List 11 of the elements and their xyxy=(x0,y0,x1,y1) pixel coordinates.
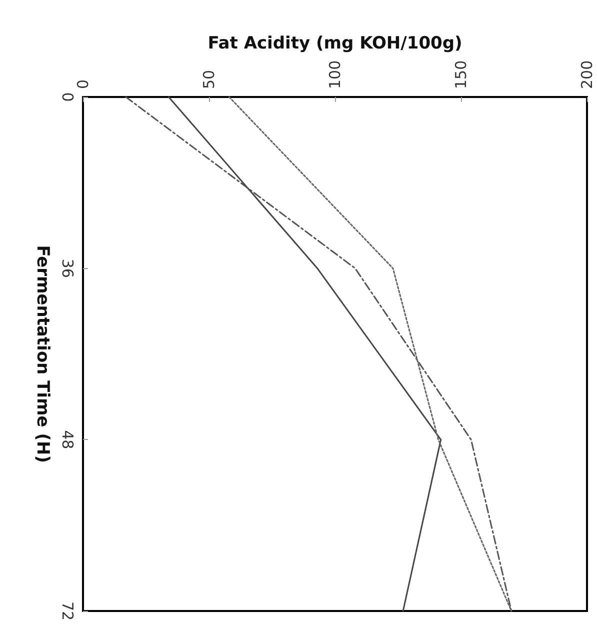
y-tick-label: 72 xyxy=(58,601,76,621)
y-axis-title: Fermentation Time (H) xyxy=(32,245,52,463)
x-tick-label: 50 xyxy=(200,70,218,89)
x-tick-label: 0 xyxy=(74,79,92,89)
x-tick-label: 100 xyxy=(326,60,344,89)
y-tick-label: 0 xyxy=(58,92,76,102)
x-tick-label: 200 xyxy=(578,60,596,89)
y-tick-label: 36 xyxy=(58,258,76,278)
x-axis-title: Fat Acidity (mg KOH/100g) xyxy=(208,34,462,54)
y-tick-label: 48 xyxy=(58,430,76,450)
x-tick-label: 150 xyxy=(452,60,470,89)
